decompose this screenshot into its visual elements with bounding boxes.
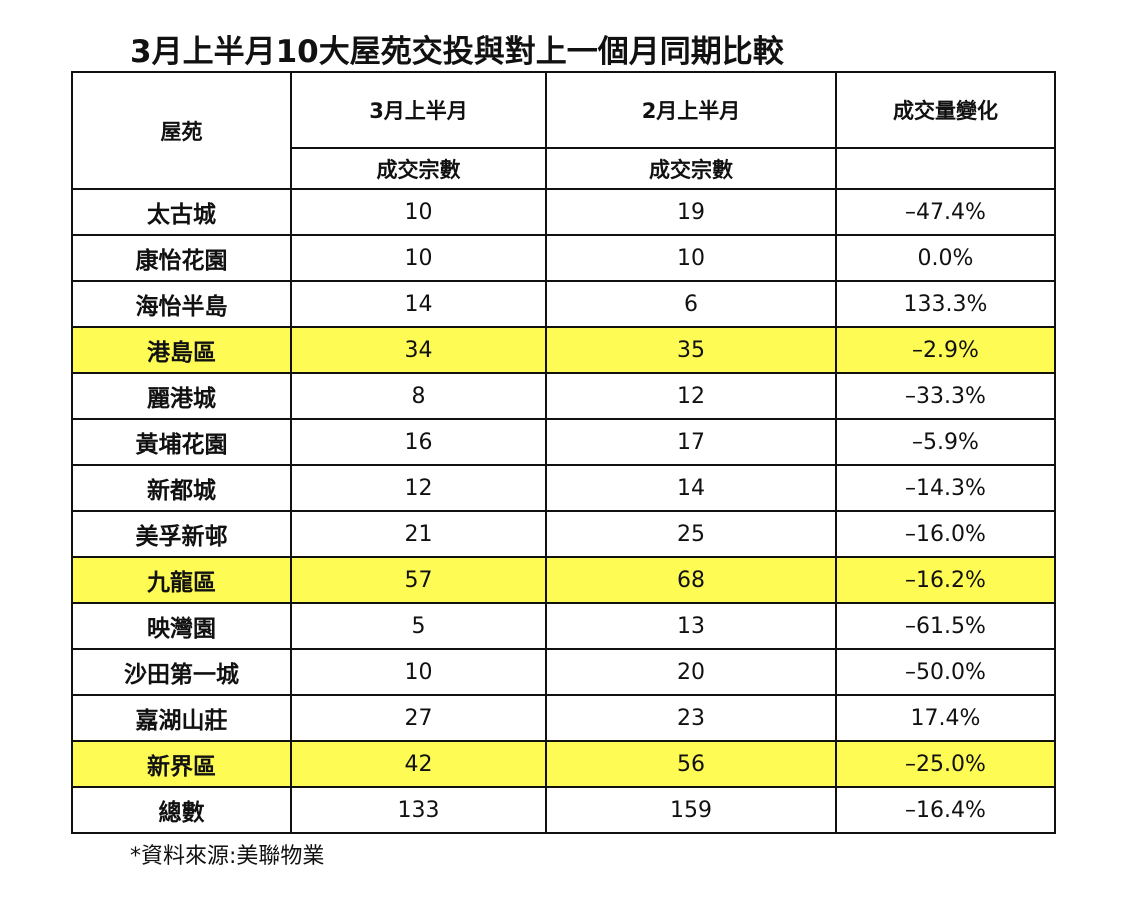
value-cell: 34: [290, 326, 547, 374]
value-cell: 10: [290, 648, 547, 696]
value-cell: 27: [290, 694, 547, 742]
value-cell: 16: [290, 418, 547, 466]
table-row: 沙田第一城 10 20 –50.0%: [71, 648, 1056, 696]
value-cell: 57: [290, 556, 547, 604]
value-cell: 13: [545, 602, 837, 650]
value-cell: –33.3%: [835, 372, 1056, 420]
header-row: 屋苑 3月上半月 2月上半月 成交量變化: [71, 71, 1056, 190]
table-row: 麗港城 8 12 –33.3%: [71, 372, 1056, 420]
table-row: 九龍區 57 68 –16.2%: [71, 556, 1056, 604]
value-cell: 10: [545, 234, 837, 282]
value-cell: –25.0%: [835, 740, 1056, 788]
value-cell: 0.0%: [835, 234, 1056, 282]
subcolumn-header: 成交宗數: [290, 147, 547, 190]
value-cell: –5.9%: [835, 418, 1056, 466]
value-cell: 14: [545, 464, 837, 512]
value-cell: –61.5%: [835, 602, 1056, 650]
column-header: 3月上半月: [290, 71, 547, 149]
table-row: 總數 133 159 –16.4%: [71, 786, 1056, 834]
estate-cell: 黃埔花園: [71, 418, 292, 466]
value-cell: –47.4%: [835, 188, 1056, 236]
value-cell: 12: [545, 372, 837, 420]
table-row: 太古城 10 19 –47.4%: [71, 188, 1056, 236]
subcolumn-header: 成交宗數: [545, 147, 837, 190]
table-row: 黃埔花園 16 17 –5.9%: [71, 418, 1056, 466]
value-cell: 56: [545, 740, 837, 788]
value-cell: 25: [545, 510, 837, 558]
value-cell: 14: [290, 280, 547, 328]
table-row: 嘉湖山莊 27 23 17.4%: [71, 694, 1056, 742]
value-cell: 10: [290, 234, 547, 282]
value-cell: 35: [545, 326, 837, 374]
value-cell: 23: [545, 694, 837, 742]
table-row: 新界區 42 56 –25.0%: [71, 740, 1056, 788]
value-cell: 5: [290, 602, 547, 650]
table-row: 康怡花園 10 10 0.0%: [71, 234, 1056, 282]
value-cell: –2.9%: [835, 326, 1056, 374]
estate-cell: 港島區: [71, 326, 292, 374]
estate-cell: 新界區: [71, 740, 292, 788]
table-row: 港島區 34 35 –2.9%: [71, 326, 1056, 374]
table-row: 新都城 12 14 –14.3%: [71, 464, 1056, 512]
estate-cell: 總數: [71, 786, 292, 834]
value-cell: –16.4%: [835, 786, 1056, 834]
value-cell: 8: [290, 372, 547, 420]
column-header: 成交量變化: [835, 71, 1056, 149]
table-body: 屋苑 3月上半月 2月上半月 成交量變化 成交宗數 成交宗數 太古城 10 19 –4…: [71, 71, 1056, 834]
column-header: 屋苑: [71, 71, 292, 190]
value-cell: 19: [545, 188, 837, 236]
estate-cell: 康怡花園: [71, 234, 292, 282]
value-cell: –16.2%: [835, 556, 1056, 604]
estate-cell: 美孚新邨: [71, 510, 292, 558]
estate-cell: 海怡半島: [71, 280, 292, 328]
estate-cell: 太古城: [71, 188, 292, 236]
value-cell: 133: [290, 786, 547, 834]
table: 屋苑 3月上半月 2月上半月 成交量變化 成交宗數 成交宗數 太古城 10 19 –4…: [71, 71, 1056, 834]
estate-cell: 沙田第一城: [71, 648, 292, 696]
table-row: 映灣園 5 13 –61.5%: [71, 602, 1056, 650]
value-cell: 17.4%: [835, 694, 1056, 742]
value-cell: 12: [290, 464, 547, 512]
value-cell: 42: [290, 740, 547, 788]
value-cell: 6: [545, 280, 837, 328]
value-cell: 17: [545, 418, 837, 466]
table-row: 海怡半島 14 6 133.3%: [71, 280, 1056, 328]
value-cell: 133.3%: [835, 280, 1056, 328]
value-cell: –16.0%: [835, 510, 1056, 558]
value-cell: 20: [545, 648, 837, 696]
estate-cell: 麗港城: [71, 372, 292, 420]
value-cell: –50.0%: [835, 648, 1056, 696]
value-cell: 21: [290, 510, 547, 558]
title: 3月上半月10大屋苑交投與對上一個月同期比較: [130, 34, 784, 70]
table-row: 美孚新邨 21 25 –16.0%: [71, 510, 1056, 558]
footnote: *資料來源:美聯物業: [130, 844, 325, 869]
estate-cell: 九龍區: [71, 556, 292, 604]
estate-cell: 映灣園: [71, 602, 292, 650]
value-cell: –14.3%: [835, 464, 1056, 512]
empty-cell: [835, 147, 1056, 190]
value-cell: 10: [290, 188, 547, 236]
value-cell: 159: [545, 786, 837, 834]
estate-cell: 新都城: [71, 464, 292, 512]
value-cell: 68: [545, 556, 837, 604]
estate-cell: 嘉湖山莊: [71, 694, 292, 742]
column-header: 2月上半月: [545, 71, 837, 149]
subheader-row: 成交宗數 成交宗數: [72, 147, 1056, 190]
